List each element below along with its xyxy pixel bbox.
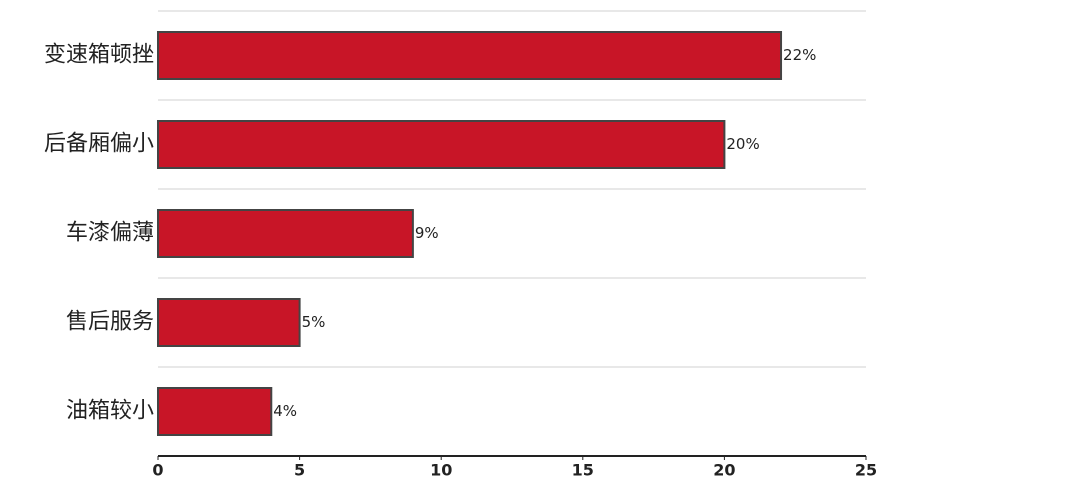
y-tick-label: 售后服务 [66,310,154,335]
x-tick-label: 0 [152,461,163,480]
bar [157,209,414,258]
value-label: 9% [415,224,439,242]
x-tick-label: 5 [294,461,305,480]
value-label: 20% [726,135,759,153]
bar [157,387,273,436]
x-tick-label: 10 [430,461,452,480]
y-tick-label: 车漆偏薄 [66,221,154,246]
bar [157,31,783,80]
y-tick-label: 后备厢偏小 [44,132,154,157]
y-tick-label: 变速箱顿挫 [44,43,154,68]
x-tick-label: 15 [572,461,594,480]
value-label: 5% [302,313,326,331]
x-tick-label: 20 [713,461,735,480]
y-tick-label: 油箱较小 [66,399,154,424]
bar [157,298,301,347]
value-label: 4% [273,402,297,420]
value-label: 22% [783,46,816,64]
x-tick-label: 25 [855,461,877,480]
bar [157,120,726,169]
